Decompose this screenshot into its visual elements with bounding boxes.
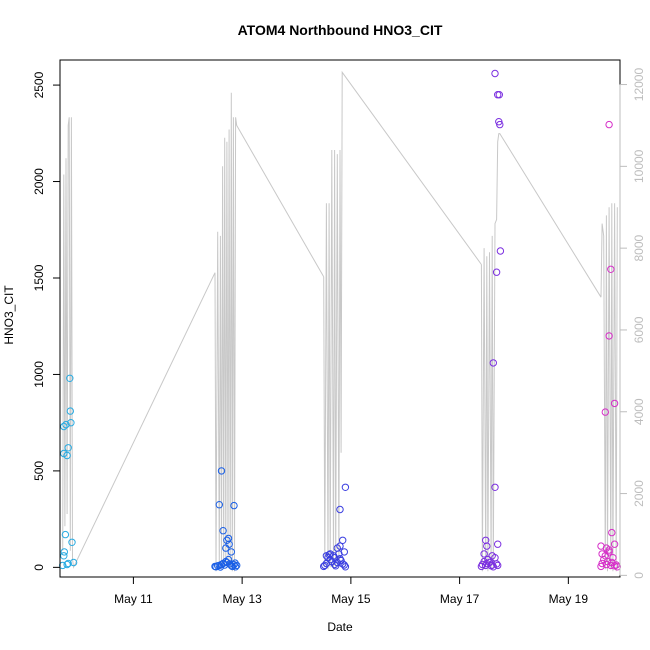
x-tick-label: May 19 [549,592,589,606]
data-point [598,550,606,558]
data-point [480,550,488,558]
y-tick-label: 1500 [32,264,46,291]
data-point [60,422,68,431]
data-point [605,332,613,340]
chart-title: ATOM4 Northbound HNO3_CIT [238,22,443,38]
data-point [601,408,609,416]
data-point [63,451,71,460]
y-tick-label: 0 [32,564,46,571]
data-point [67,419,75,427]
altitude-line-segment [214,92,325,572]
data-point [64,559,72,568]
y2-tick-label: 0 [632,572,646,579]
data-point [62,420,70,429]
data-point [494,561,502,570]
data-point [66,374,74,382]
x-axis-label: Date [327,620,353,634]
data-point [63,560,71,569]
data-point [215,501,224,509]
data-point [612,561,620,569]
data-point [609,554,617,562]
y2-tick-label: 4000 [632,398,646,425]
y2-tick-label: 12000 [632,68,646,102]
data-point [219,527,227,535]
data-point [68,538,76,546]
data-point [231,559,239,567]
x-tick-label: May 17 [440,592,480,606]
altitude-line-segment [480,133,602,572]
data-point [224,534,233,543]
data-point [233,561,241,570]
altitude-line-segment [323,70,482,570]
data-point [60,548,69,556]
data-point [336,542,344,550]
data-point [230,501,238,510]
y-tick-label: 2000 [32,168,46,195]
y-axis-left: 0 500 1000 1500 2000 2500 [32,71,61,571]
data-point [339,536,347,544]
data-point [607,265,615,273]
scatter-points-layer [59,69,621,571]
data-point [336,505,344,514]
data-point [610,399,619,408]
altitude-line-segment [600,203,618,572]
data-point [340,561,348,569]
data-point [64,444,72,452]
altitude-line-layer [62,70,618,572]
data-point [227,548,236,556]
data-point [605,546,613,554]
x-tick-label: May 13 [222,592,262,606]
data-point [494,540,502,548]
data-point [340,548,348,556]
data-point [605,120,613,129]
data-point [491,483,499,491]
data-point [321,561,329,570]
y2-tick-label: 2000 [632,480,646,507]
data-point [61,530,70,539]
x-tick-label: May 11 [114,592,153,606]
x-axis: May 11 May 13 May 15 May 17 May 19 [114,576,589,606]
data-point [222,544,230,552]
data-point [217,467,226,475]
data-point [231,563,240,571]
data-point [489,359,497,367]
data-point [496,247,505,255]
altitude-line-segment [62,117,216,569]
data-point [322,552,331,560]
x-tick-label: May 15 [331,592,371,606]
data-point [608,528,616,537]
y2-tick-label: 8000 [632,234,646,261]
data-point [483,542,491,550]
data-point [488,552,496,560]
y2-tick-label: 6000 [632,316,646,343]
data-point [495,91,503,99]
y-tick-label: 500 [32,461,46,481]
data-point [224,555,233,564]
y-axis-label: HNO3_CIT [2,285,16,345]
data-point [330,554,339,562]
data-point [610,540,619,548]
data-point [223,536,231,544]
data-point [69,558,78,567]
data-point [491,69,499,78]
data-point [326,550,334,558]
data-point [60,552,68,560]
y-tick-label: 1000 [32,361,46,388]
data-point [341,563,350,571]
data-point [492,268,501,276]
data-point [496,120,504,129]
data-point [341,483,350,491]
data-point [492,560,501,568]
y-tick-label: 2500 [32,71,46,98]
y-axis-right: 0 2000 4000 6000 8000 10000 12000 [619,68,646,579]
data-point [488,561,496,569]
y2-tick-label: 10000 [632,149,646,183]
data-point [66,407,75,415]
